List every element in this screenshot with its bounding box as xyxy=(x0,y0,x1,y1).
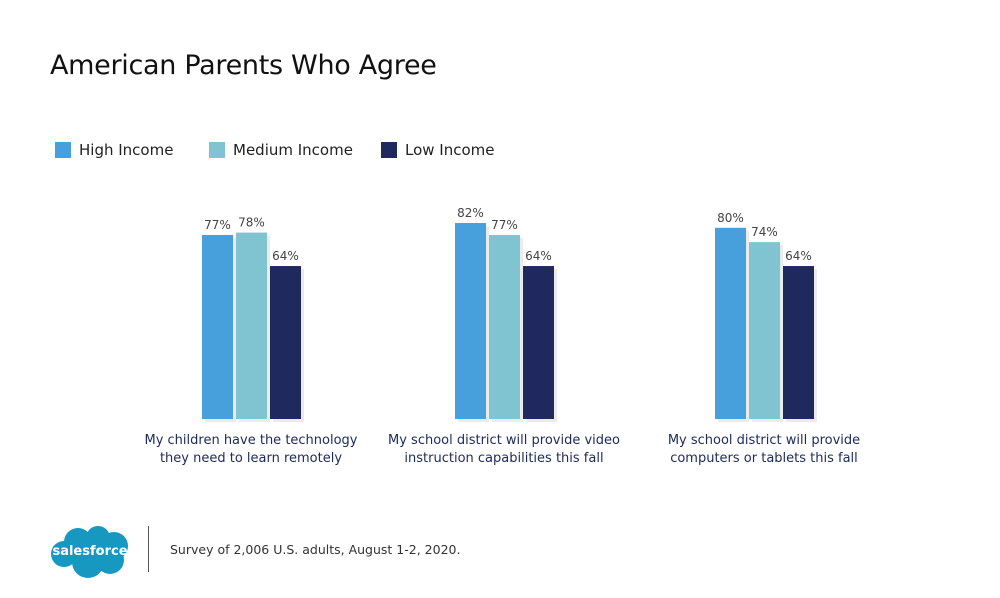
svg-text:salesforce: salesforce xyxy=(52,544,127,559)
bar xyxy=(749,242,780,419)
source-note: Survey of 2,006 U.S. adults, August 1-2,… xyxy=(170,542,461,557)
legend-swatch xyxy=(381,142,397,158)
data-label: 64% xyxy=(525,249,552,263)
legend-label: High Income xyxy=(79,141,174,159)
category-label: My school district will provide video ins… xyxy=(388,433,620,466)
data-label: 80% xyxy=(717,211,744,225)
salesforce-logo: salesforce xyxy=(51,526,128,578)
chart-title: American Parents Who Agree xyxy=(50,50,437,81)
bar xyxy=(455,223,486,419)
data-label: 64% xyxy=(272,249,299,263)
legend-swatch xyxy=(209,142,225,158)
legend-item-medium-income: Medium Income xyxy=(209,141,353,159)
data-label: 74% xyxy=(751,225,778,239)
legend-label: Low Income xyxy=(405,141,495,159)
category-label: My children have the technology they need… xyxy=(144,433,358,466)
legend-item-high-income: High Income xyxy=(55,141,173,159)
bar xyxy=(202,234,233,419)
legend-item-low-income: Low Income xyxy=(381,141,495,159)
divider xyxy=(148,526,149,572)
data-label: 82% xyxy=(457,206,484,220)
bar xyxy=(236,232,267,419)
bar xyxy=(523,266,554,419)
category-label: My school district will provide computers… xyxy=(667,433,861,466)
legend-label: Medium Income xyxy=(233,141,353,159)
bar xyxy=(715,227,746,419)
bar xyxy=(783,266,814,419)
bar xyxy=(489,234,520,419)
bar xyxy=(270,266,301,419)
data-label: 77% xyxy=(491,218,518,232)
legend-swatch xyxy=(55,142,71,158)
data-label: 78% xyxy=(238,216,265,230)
data-label: 64% xyxy=(785,249,812,263)
data-label: 77% xyxy=(204,218,231,232)
